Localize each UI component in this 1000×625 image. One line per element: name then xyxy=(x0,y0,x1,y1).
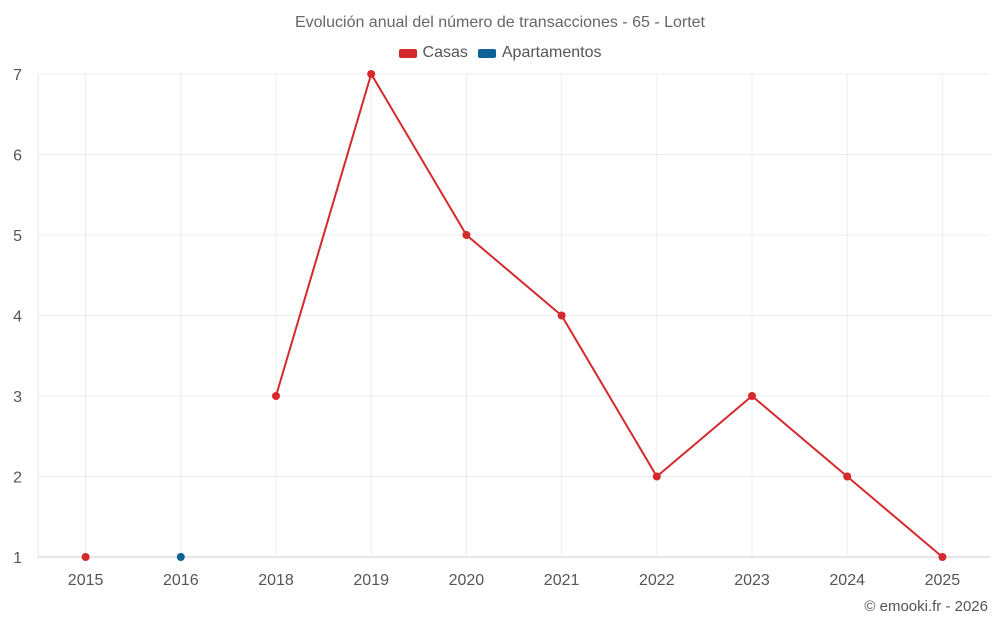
legend-item-apartamentos[interactable]: Apartamentos xyxy=(477,44,602,62)
data-point-casas[interactable] xyxy=(748,392,756,400)
legend-label-casas: Casas xyxy=(422,44,468,61)
y-tick-label: 2 xyxy=(13,470,22,487)
legend-swatch-casas xyxy=(398,48,417,58)
data-point-casas[interactable] xyxy=(843,472,852,481)
axes: 1 2 3 4 5 6 7 2015 2016 2018 2019 2020 2021 2022 2023 2… xyxy=(13,67,960,589)
y-tick-label: 5 xyxy=(13,228,22,245)
x-tick-label: 2018 xyxy=(258,572,294,589)
legend-label-apartamentos: Apartamentos xyxy=(501,44,602,61)
grid xyxy=(37,73,990,558)
y-tick-label: 7 xyxy=(13,67,22,84)
data-point-casas[interactable] xyxy=(272,392,280,400)
x-tick-label: 2020 xyxy=(449,572,485,589)
x-tick-label: 2022 xyxy=(639,572,675,589)
x-tick-label: 2023 xyxy=(734,572,770,589)
data-point-casas[interactable] xyxy=(557,311,566,320)
legend-item-casas[interactable]: Casas xyxy=(398,44,468,62)
x-tick-label: 2019 xyxy=(353,572,389,589)
data-point-casas[interactable] xyxy=(938,553,947,561)
x-tick-label: 2025 xyxy=(925,572,961,589)
y-tick-label: 4 xyxy=(13,309,22,326)
series xyxy=(81,70,947,561)
data-point-casas[interactable] xyxy=(367,70,376,78)
series-line-casas xyxy=(275,73,944,558)
data-point-casas[interactable] xyxy=(652,472,661,481)
y-tick-label: 3 xyxy=(13,389,22,406)
data-point-casas[interactable] xyxy=(81,553,90,561)
chart-title: Evolución anual del número de transaccio… xyxy=(294,14,705,31)
x-tick-label: 2016 xyxy=(163,572,199,589)
y-tick-label: 1 xyxy=(13,550,22,567)
x-tick-label: 2015 xyxy=(68,572,104,589)
legend: Casas Apartamentos xyxy=(0,44,1000,62)
credit-text: © emooki.fr - 2026 xyxy=(864,598,988,615)
data-point-casas[interactable] xyxy=(462,231,471,239)
x-tick-label: 2021 xyxy=(544,572,580,589)
x-tick-label: 2024 xyxy=(829,572,865,589)
data-point-apartamentos[interactable] xyxy=(176,553,185,561)
y-tick-label: 6 xyxy=(13,148,22,165)
legend-swatch-apartamentos xyxy=(477,48,496,58)
